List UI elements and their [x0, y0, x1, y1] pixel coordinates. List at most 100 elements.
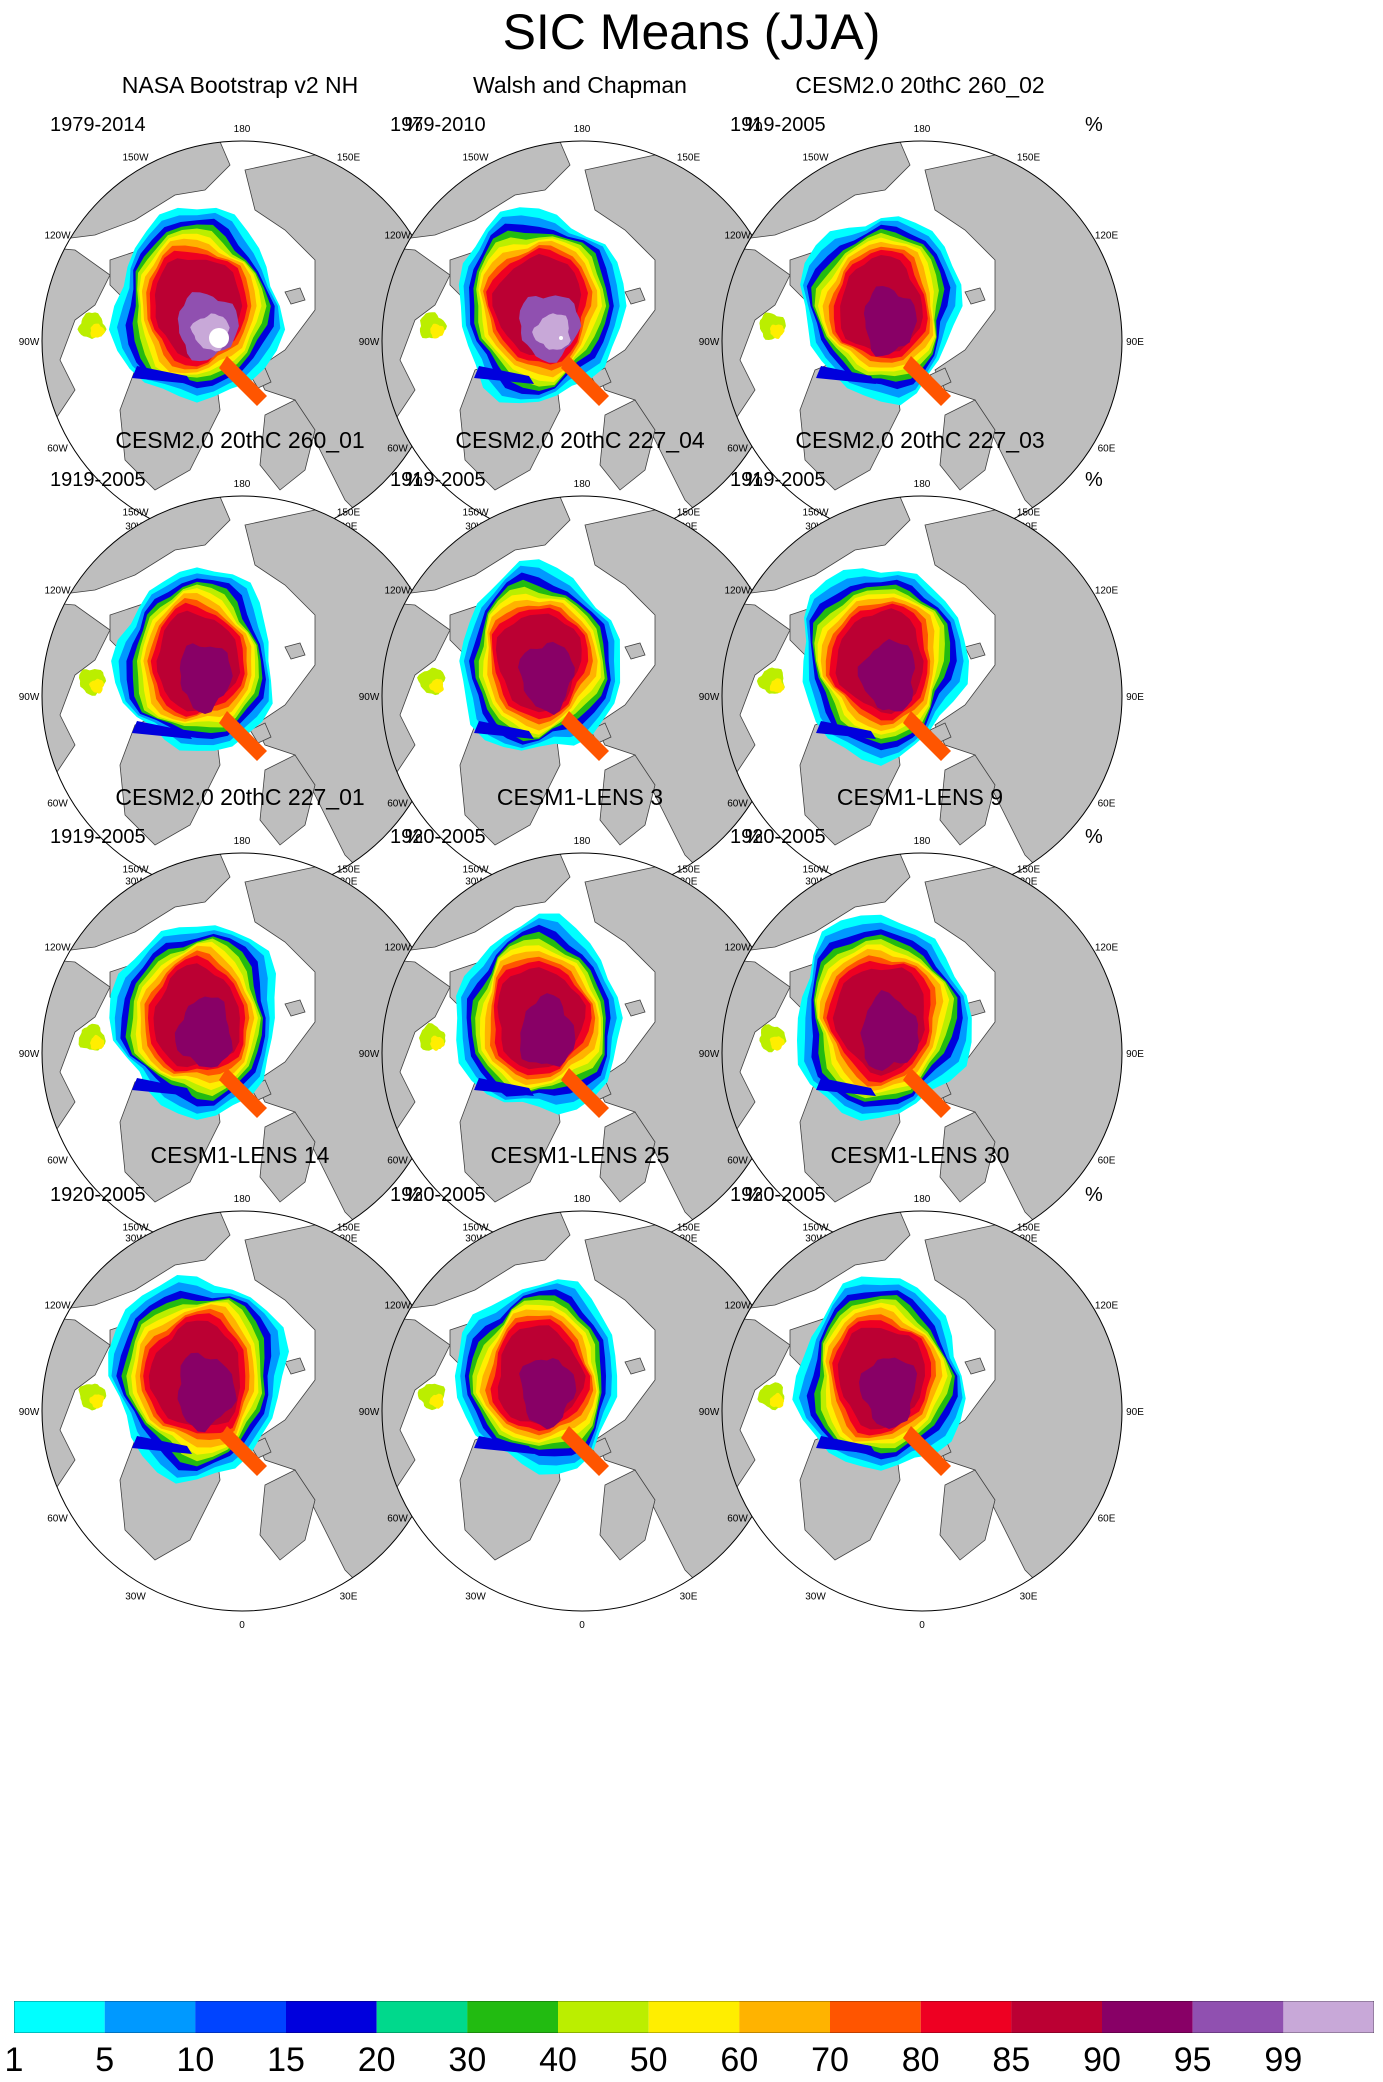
longitude-label: 90E: [1126, 1407, 1144, 1418]
ice-contour: [174, 996, 233, 1068]
ice-tongue: [219, 711, 267, 761]
land: [249, 722, 272, 744]
colorbar-label: 40: [539, 2041, 577, 2079]
longitude-label: 120E: [1095, 943, 1119, 954]
land: [259, 399, 316, 491]
map-panel: CESM1-LENS 31920-2005%180150E120E90E60E3…: [355, 782, 805, 1273]
land: [382, 956, 451, 1143]
longitude-label: 60W: [47, 444, 68, 455]
colorbar-swatch: [14, 2001, 105, 2033]
ice-tongue: [561, 1426, 609, 1476]
panel-title: CESM2.0 20thC 227_01: [115, 784, 365, 810]
longitude-label: 150E: [1017, 1223, 1041, 1234]
ice-patch: [769, 1392, 785, 1408]
ice-patch: [429, 1393, 444, 1409]
longitude-label: 30E: [340, 1234, 358, 1245]
longitude-label: 60E: [1098, 1156, 1116, 1167]
longitude-label: 150W: [122, 508, 149, 519]
colorbar-label: 99: [1264, 2041, 1303, 2079]
ice-patch: [770, 324, 785, 339]
panel-period: 1920-2005: [50, 1184, 146, 1206]
longitude-label: 150W: [462, 865, 489, 876]
longitude-label: 30W: [805, 1592, 826, 1603]
longitude-label: 0: [919, 1620, 925, 1631]
longitude-label: 180: [234, 479, 251, 490]
colorbar-swatch: [195, 2001, 286, 2033]
longitude-label: 90W: [359, 692, 380, 703]
longitude-label: 120W: [384, 1301, 411, 1312]
ice-tongue: [474, 721, 534, 739]
land: [259, 1469, 316, 1561]
colorbar-label: 90: [1083, 2041, 1121, 2079]
ice-contour: [857, 638, 916, 712]
colorbar-label: 1: [4, 2041, 24, 2079]
longitude-label: 90W: [699, 1407, 720, 1418]
longitude-label: 150E: [337, 865, 361, 876]
colorbar-swatch: [920, 2001, 1012, 2033]
longitude-label: 180: [914, 479, 931, 490]
panel-unit: %: [405, 114, 423, 136]
land: [259, 1111, 316, 1203]
ice-tongue: [132, 1436, 192, 1454]
longitude-label: 90W: [19, 1407, 40, 1418]
colorbar-swatch: [467, 2001, 558, 2033]
longitude-label: 150E: [337, 1223, 361, 1234]
longitude-label: 30W: [465, 1592, 486, 1603]
map-panel: CESM1-LENS 141920-2005%180150E120E90E60E…: [15, 1140, 465, 1631]
panel-unit: %: [745, 826, 763, 848]
longitude-label: 60W: [47, 799, 68, 810]
longitude-label: 0: [239, 1620, 245, 1631]
longitude-label: 120E: [1095, 1301, 1119, 1312]
longitude-label: 150W: [462, 508, 489, 519]
panel-title: Walsh and Chapman: [473, 72, 687, 98]
longitude-label: 90W: [359, 1407, 380, 1418]
colorbar: [14, 2001, 1374, 2033]
pole-hole: [209, 328, 229, 348]
colorbar-swatch: [104, 2001, 196, 2033]
longitude-label: 120W: [724, 943, 751, 954]
ice-tongue: [474, 1078, 534, 1096]
panel-period: 1979-2010: [390, 114, 486, 136]
longitude-label: 60W: [727, 1514, 748, 1525]
panel-unit: %: [1085, 114, 1103, 136]
colorbar-label: 10: [176, 2041, 215, 2079]
land: [599, 1111, 656, 1203]
longitude-label: 120W: [724, 231, 751, 242]
ice-tongue: [903, 1068, 951, 1118]
land: [599, 1469, 656, 1561]
panel-period: 1920-2005: [390, 826, 486, 848]
panel-unit: %: [405, 1184, 423, 1206]
ice-tongue: [132, 1078, 192, 1096]
longitude-label: 90W: [699, 337, 720, 348]
ice-patch: [428, 678, 444, 693]
longitude-label: 180: [574, 1194, 591, 1205]
panel-title: CESM1-LENS 30: [830, 1142, 1010, 1168]
map-panel: CESM2.0 20thC 227_03 1919-2005% 180 150E 120…: [695, 425, 1145, 916]
ice-tongue: [132, 366, 192, 384]
panel-title: CESM1-LENS 9: [836, 784, 1004, 810]
longitude-label: 30W: [465, 1234, 486, 1245]
longitude-label: 90W: [19, 1049, 40, 1060]
land: [42, 956, 111, 1143]
panel-period: 1979-2014: [50, 114, 146, 136]
panel-unit: %: [745, 114, 763, 136]
colorbar-label: 95: [1173, 2041, 1212, 2079]
longitude-label: 30E: [1020, 1592, 1038, 1603]
ice-tongue: [816, 1436, 876, 1454]
map-outline: [721, 1210, 1123, 1612]
longitude-label: 60W: [727, 799, 748, 810]
longitude-label: 120W: [724, 1301, 751, 1312]
ice-tongue: [816, 1078, 876, 1096]
longitude-label: 120E: [1095, 586, 1119, 597]
land: [599, 399, 656, 491]
land: [259, 754, 316, 846]
ice-tongue: [903, 356, 951, 406]
longitude-label: 150E: [1017, 508, 1041, 519]
panel-title: CESM1-LENS 14: [150, 1142, 330, 1168]
longitude-label: 90W: [19, 692, 40, 703]
panel-title: NASA Bootstrap v2 NH: [121, 72, 359, 98]
longitude-label: 180: [574, 124, 591, 135]
longitude-label: 60W: [387, 1514, 408, 1525]
